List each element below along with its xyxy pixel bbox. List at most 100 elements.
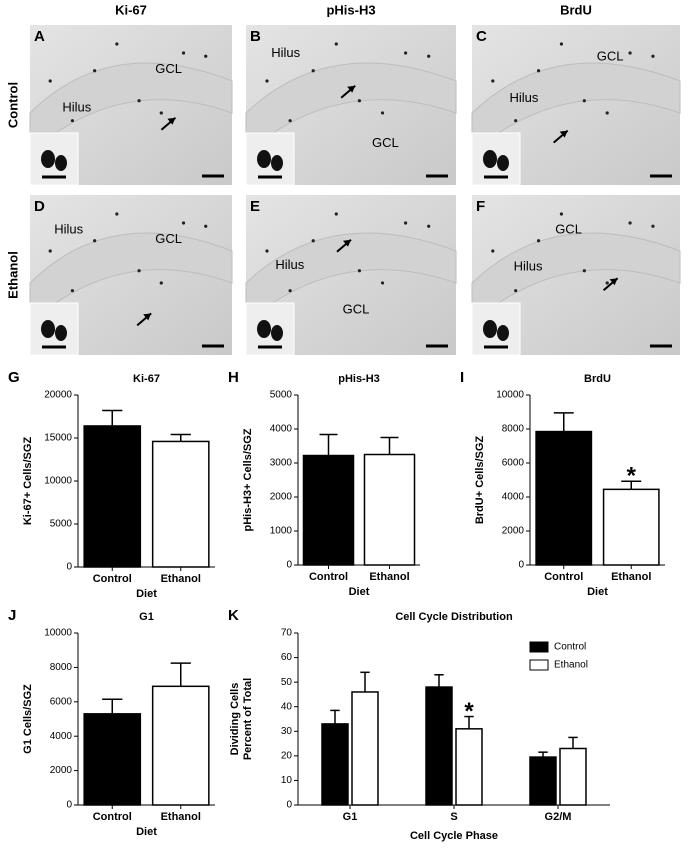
- cell-dot: [605, 281, 609, 285]
- y-tick-label: 8000: [502, 424, 525, 435]
- cell-dot: [605, 111, 609, 115]
- y-tick-label: 0: [66, 800, 72, 811]
- bar: [455, 728, 483, 806]
- cell-dot: [582, 99, 586, 103]
- bar: [302, 454, 355, 566]
- x-axis-label: Diet: [587, 586, 608, 598]
- cell-dot: [559, 42, 564, 46]
- y-tick-label: 70: [281, 628, 293, 639]
- x-tick-label: G2/M: [545, 811, 572, 823]
- cell-dot: [48, 79, 52, 83]
- region-label: GCL: [597, 48, 624, 63]
- cell-dot: [137, 269, 141, 273]
- x-tick-label: Control: [93, 573, 132, 585]
- chart-title: Ki-67: [133, 373, 160, 385]
- micrograph: D Hilus GCL: [29, 195, 233, 356]
- y-tick-label: 0: [286, 800, 292, 811]
- inset-cell: [55, 155, 67, 171]
- cell-dot: [311, 69, 315, 73]
- cell-dot: [137, 99, 141, 103]
- legend-swatch: [529, 641, 549, 653]
- y-tick-label: 5000: [270, 390, 293, 401]
- cell-dot: [288, 289, 292, 293]
- bar: [321, 723, 349, 806]
- legend-swatch: [529, 659, 549, 671]
- panel-letter: H: [228, 369, 239, 386]
- row-label: Ethanol: [5, 251, 20, 299]
- region-label: Hilus: [62, 100, 91, 115]
- x-axis-label: Diet: [136, 826, 157, 838]
- y-tick-label: 4000: [50, 731, 73, 742]
- legend-label: Control: [554, 642, 586, 653]
- inset-cell: [483, 150, 497, 168]
- cell-dot: [404, 221, 408, 225]
- y-tick-label: 0: [286, 560, 292, 571]
- cell-dot: [159, 111, 163, 115]
- y-tick-label: 0: [518, 560, 524, 571]
- cell-dot: [628, 221, 632, 225]
- y-tick-label: 8000: [50, 662, 73, 673]
- y-axis-label: pHis-H3+ Cells/SGZ: [242, 428, 254, 531]
- cell-dot: [115, 212, 119, 216]
- x-tick-label: S: [450, 811, 457, 823]
- y-tick-label: 3000: [270, 458, 293, 469]
- y-tick-label: 30: [281, 726, 293, 737]
- inset-cell: [257, 320, 271, 338]
- cell-dot: [288, 119, 292, 123]
- row-label: Control: [5, 82, 20, 128]
- arrow-head: [347, 85, 356, 93]
- micrograph: B Hilus GCL: [245, 25, 457, 186]
- chart-title: pHis-H3: [338, 373, 380, 385]
- cell-dot: [265, 249, 269, 253]
- inset-cell: [41, 150, 55, 168]
- y-tick-label: 0: [66, 562, 72, 573]
- arrow-head: [609, 278, 618, 286]
- cell-dot: [48, 249, 52, 253]
- cell-dot: [357, 269, 361, 273]
- bar: [559, 747, 587, 806]
- bar: [83, 713, 142, 806]
- region-label: GCL: [555, 222, 582, 237]
- cell-dot: [514, 119, 518, 123]
- bar: [363, 453, 416, 566]
- micrograph: E Hilus GCL: [245, 195, 457, 356]
- x-tick-label: Control: [93, 811, 132, 823]
- bar: [529, 756, 557, 806]
- y-tick-label: 20000: [44, 390, 72, 401]
- bar: [151, 440, 210, 568]
- panel-letter: E: [250, 198, 260, 215]
- granule-cell-layer: [29, 62, 233, 155]
- cell-dot: [115, 42, 119, 46]
- granule-cell-layer: [471, 232, 681, 325]
- bar: [425, 686, 453, 806]
- inset-cell: [271, 155, 283, 171]
- y-tick-label: 10: [281, 775, 293, 786]
- x-tick-label: Ethanol: [369, 571, 409, 583]
- inset-cell: [497, 155, 509, 171]
- column-header: pHis-H3: [326, 2, 375, 17]
- cell-dot: [491, 249, 495, 253]
- y-tick-label: 6000: [502, 458, 525, 469]
- cell-dot: [334, 42, 338, 46]
- inset-cell: [483, 320, 497, 338]
- region-label: Hilus: [54, 222, 83, 237]
- panel-letter: C: [476, 28, 487, 45]
- inset-cell: [497, 325, 509, 341]
- region-label: Hilus: [514, 258, 543, 273]
- arrow-head: [343, 239, 351, 247]
- x-axis-label: Cell Cycle Phase: [410, 830, 498, 842]
- cell-dot: [651, 54, 655, 58]
- panel-letter: F: [476, 198, 485, 215]
- cell-dot: [265, 79, 269, 83]
- cell-dot: [204, 54, 208, 58]
- cell-dot: [357, 99, 361, 103]
- bar: [351, 691, 379, 806]
- x-tick-label: Ethanol: [161, 811, 201, 823]
- y-tick-label: 50: [281, 677, 293, 688]
- cell-dot: [514, 289, 518, 293]
- y-tick-label: 6000: [50, 696, 73, 707]
- bar: [535, 430, 593, 566]
- region-label: GCL: [155, 61, 182, 76]
- cell-dot: [651, 224, 655, 228]
